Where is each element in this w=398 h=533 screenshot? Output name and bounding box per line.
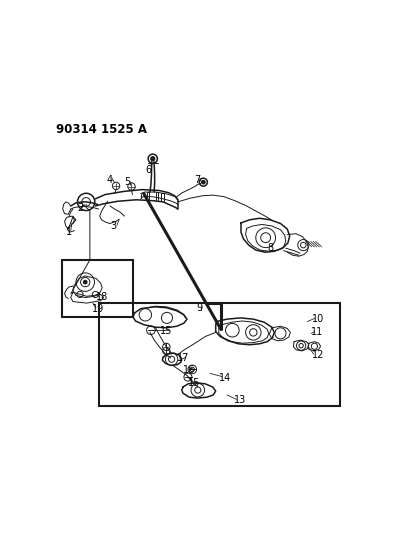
- Text: 90314 1525 A: 90314 1525 A: [56, 123, 147, 136]
- Text: 8: 8: [267, 243, 273, 253]
- Text: 5: 5: [124, 177, 131, 187]
- Text: 10: 10: [312, 313, 324, 324]
- Text: 16: 16: [183, 365, 195, 375]
- Text: 4: 4: [107, 175, 113, 185]
- Text: 18: 18: [96, 292, 108, 302]
- Bar: [62, 260, 133, 317]
- Text: 11: 11: [311, 327, 324, 337]
- Circle shape: [201, 180, 205, 184]
- Bar: [99, 303, 339, 407]
- Text: 17: 17: [177, 353, 189, 363]
- Text: 12: 12: [312, 350, 324, 360]
- Text: 1: 1: [66, 227, 72, 237]
- Text: 13: 13: [234, 395, 246, 405]
- Text: 3: 3: [110, 221, 116, 231]
- Circle shape: [83, 280, 87, 284]
- Text: 6: 6: [145, 165, 152, 175]
- Text: 19: 19: [92, 304, 105, 313]
- Circle shape: [150, 157, 155, 161]
- Text: 15: 15: [160, 327, 172, 336]
- Text: 9: 9: [196, 303, 203, 313]
- Text: 7: 7: [195, 175, 201, 185]
- Text: 2: 2: [77, 203, 83, 213]
- Text: 15: 15: [188, 378, 200, 389]
- Text: 14: 14: [219, 373, 231, 383]
